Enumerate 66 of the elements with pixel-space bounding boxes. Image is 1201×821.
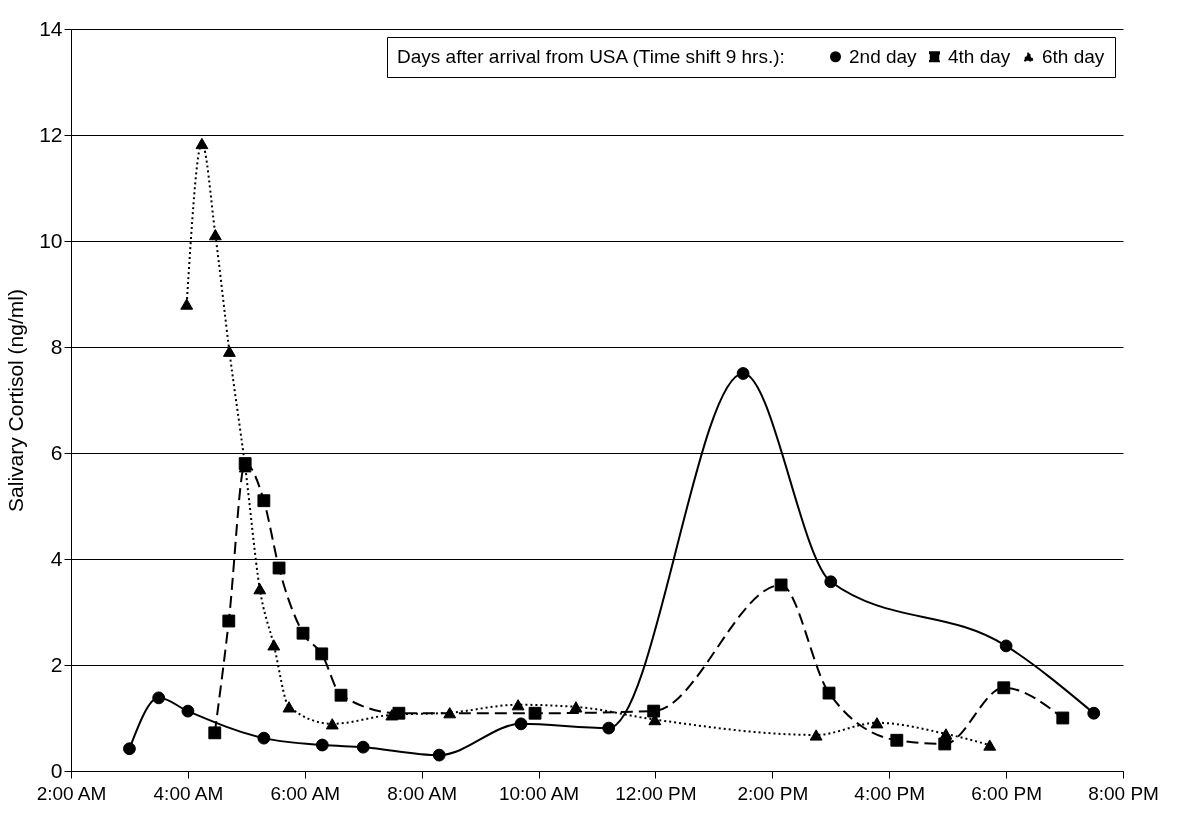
point [272,561,286,575]
point [296,626,310,640]
y-tick-label: 2 [50,652,63,676]
x-tick-label: 8:00 AM [387,782,458,804]
point [736,367,750,380]
point [325,718,339,730]
y-tick-label: 4 [50,546,63,570]
point [257,494,271,508]
x-tick-label: 4:00 PM [854,782,926,804]
point [257,731,271,745]
x-tick-label: 6:00 PM [971,782,1042,804]
point [208,229,222,241]
point [315,738,329,752]
point [997,681,1011,695]
x-tick-label: 12:00 PM [615,782,697,804]
point [999,639,1013,653]
point [222,614,236,628]
x-tick-label: 6:00 AM [270,782,341,804]
y-tick-label: 8 [50,334,63,358]
point [1056,711,1070,725]
point [939,728,953,740]
point [774,578,788,592]
point [152,691,166,705]
point [569,701,583,713]
point [528,706,542,720]
legend-label: 2nd day [849,45,918,67]
point [282,701,296,713]
y-tick-label: 6 [50,440,63,464]
point [334,688,348,702]
y-tick-label: 12 [39,122,63,146]
point [514,717,528,731]
point [180,298,194,310]
point [1087,706,1101,720]
legend-title: Days after arrival from USA (Time shift 9 hrs.): [397,46,785,67]
y-tick-label: 10 [39,228,63,252]
point [647,704,661,718]
point [890,733,904,747]
point [315,647,329,661]
point [195,137,209,150]
y-axis-title: Salivary Cortisol (ng/ml) [4,289,28,512]
legend-label: 4th day [948,45,1011,67]
point [208,726,222,740]
point [253,583,267,595]
legend-label: 6th day [1042,45,1105,67]
point [181,704,195,718]
x-tick-label: 2:00 PM [737,782,809,804]
x-tick-label: 2:00 AM [36,782,107,804]
point [809,729,823,741]
x-tick-label: 8:00 PM [1088,782,1159,804]
point [356,740,370,754]
x-tick-label: 4:00 AM [153,782,224,804]
x-tick-label: 10:00 AM [498,782,580,804]
y-tick-label: 14 [39,16,63,40]
point [432,748,446,762]
point [602,721,616,735]
point [870,717,884,729]
point [824,575,838,589]
point [511,699,525,711]
point [822,686,836,700]
y-tick-label: 0 [50,758,63,782]
point [222,345,236,357]
point [267,639,281,651]
point [983,739,997,751]
point [123,742,136,756]
point [443,707,457,719]
point [385,709,399,721]
